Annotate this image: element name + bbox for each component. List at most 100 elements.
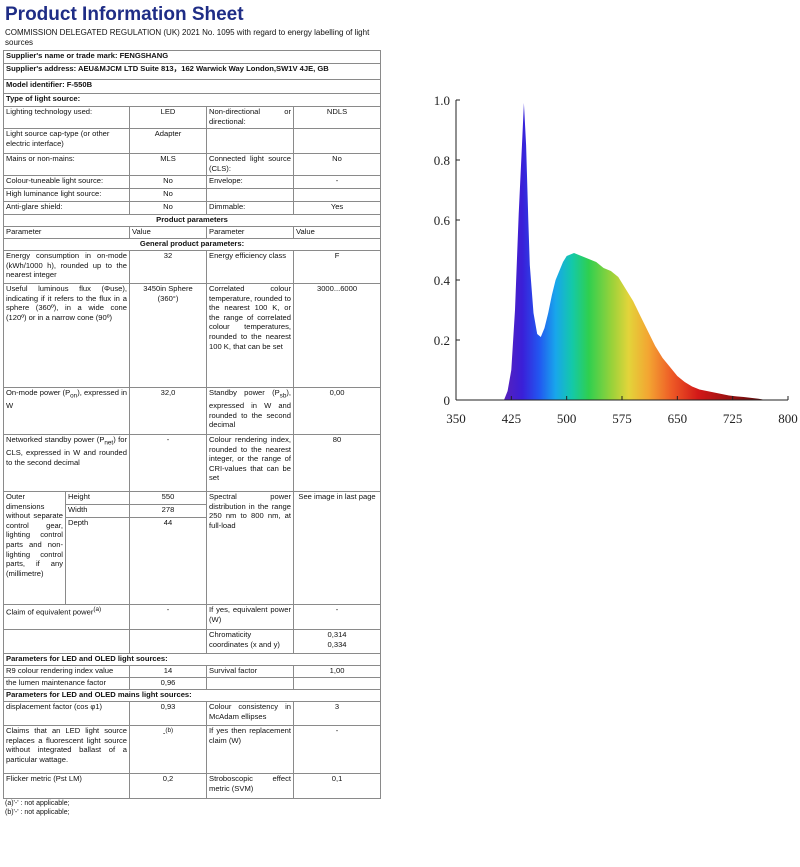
if-yes-label: If yes, equivalent power (W) xyxy=(206,604,294,630)
model-identifier: Model identifier: F-550B xyxy=(2,79,382,94)
cap-label: Light source cap-type (or other electric… xyxy=(3,128,130,154)
antiglare-label: Anti-glare shield: xyxy=(3,201,130,215)
standby-label: Standby power (Psb), expressed in W and … xyxy=(206,387,294,435)
svm-label: Stroboscopic effect metric (SVM) xyxy=(206,773,294,799)
svm-value: 0,1 xyxy=(292,773,382,799)
footnote-a: (a)'-' : not applicable; xyxy=(5,800,70,807)
depth-value: 44 xyxy=(129,517,207,605)
height-label: Height xyxy=(65,491,130,505)
lighting-tech-label: Lighting technology used: xyxy=(3,106,130,129)
flicker-label: Flicker metric (Pst LM) xyxy=(3,773,130,799)
cap-value: Adapter xyxy=(129,128,207,154)
x-tick-label: 650 xyxy=(668,411,688,426)
product-information-sheet: Product Information Sheet COMMISSION DEL… xyxy=(2,0,382,817)
flux-value: 3450in Sphere (360°) xyxy=(129,283,207,388)
chroma-x: 0,314 xyxy=(327,630,347,640)
mains-label: Mains or non-mains: xyxy=(3,153,130,176)
cri-value: 80 xyxy=(292,434,382,492)
col-value: Value xyxy=(129,226,207,239)
cri-label: Colour rendering index, rounded to the n… xyxy=(206,434,294,492)
mains-value: MLS xyxy=(129,153,207,176)
footnotes: (a)'-' : not applicable; (b)'-' : not ap… xyxy=(5,799,380,817)
x-tick-label: 425 xyxy=(502,411,521,426)
replacement-value: - xyxy=(292,725,382,774)
type-heading: Type of light source: xyxy=(2,93,382,107)
r9-label: R9 colour rendering index value xyxy=(3,665,130,678)
height-value: 550 xyxy=(129,491,207,505)
nondir-label: Non-directional or directional: xyxy=(206,106,294,129)
supplier-address: Supplier's address: AEU&MJCM LTD Suite 8… xyxy=(2,63,382,80)
survival-label: Survival factor xyxy=(206,665,294,678)
energy-class-value: F xyxy=(292,250,382,284)
claim-label: Claim of equivalent power(a) xyxy=(3,604,130,630)
disp-label: displacement factor (cos φ1) xyxy=(3,701,130,726)
supplier-name: Supplier's name or trade mark: FENGSHANG xyxy=(2,50,382,64)
flicker-value: 0,2 xyxy=(129,773,207,799)
spectrum-area xyxy=(503,103,766,400)
col-parameter-2: Parameter xyxy=(206,226,294,239)
standby-value: 0,00 xyxy=(292,387,382,435)
x-tick-label: 800 xyxy=(778,411,798,426)
col-value-2: Value xyxy=(292,226,382,239)
energy-class-label: Energy efficiency class xyxy=(206,250,294,284)
spd-label: Spectral power distribution in the range… xyxy=(206,491,294,605)
energy-label: Energy consumption in on-mode (kWh/1000 … xyxy=(3,250,130,284)
y-tick-label: 0.6 xyxy=(434,213,451,228)
colour-tune-value: No xyxy=(129,175,207,189)
y-tick-label: 0.2 xyxy=(434,333,450,348)
onmode-label: On-mode power (Pon), expressed in W xyxy=(3,387,130,435)
page-title: Product Information Sheet xyxy=(5,4,244,25)
consistency-value: 3 xyxy=(292,701,382,726)
x-tick-label: 725 xyxy=(723,411,743,426)
cls-value: No xyxy=(292,153,382,176)
plot-area: 0 0.2 0.4 0.6 0.8 1.0 350 425 500 575 650 725 800 xyxy=(434,93,798,426)
envelope-label: Envelope: xyxy=(206,175,294,189)
if-yes-value: - xyxy=(292,604,382,630)
cct-value: 3000...6000 xyxy=(292,283,382,388)
antiglare-value: No xyxy=(129,201,207,215)
depth-label: Depth xyxy=(65,517,130,605)
energy-value: 32 xyxy=(129,250,207,284)
y-tick-label: 0 xyxy=(444,393,451,408)
product-params-heading: Product parameters xyxy=(2,214,382,227)
x-tick-label: 575 xyxy=(612,411,632,426)
chroma-label: Chromaticity coordinates (x and y) xyxy=(206,629,294,654)
spd-value: See image in last page xyxy=(292,491,382,605)
dimmable-value: Yes xyxy=(292,201,382,215)
dimmable-label: Dimmable: xyxy=(206,201,294,215)
cct-label: Correlated colour temperature, rounded t… xyxy=(206,283,294,388)
networked-label: Networked standby power (Pnet) for CLS, … xyxy=(3,434,130,492)
survival-value: 1,00 xyxy=(292,665,382,678)
footnote-b: (b)'-' : not applicable; xyxy=(5,809,70,816)
width-value: 278 xyxy=(129,504,207,518)
high-lum-label: High luminance light source: xyxy=(3,188,130,202)
y-tick-label: 0.4 xyxy=(434,273,451,288)
mains-heading: Parameters for LED and OLED mains light … xyxy=(2,689,382,702)
r9-value: 14 xyxy=(129,665,207,678)
spectral-power-distribution-chart: 0 0.2 0.4 0.6 0.8 1.0 350 425 500 575 650 725 800 xyxy=(434,93,798,426)
high-lum-value: No xyxy=(129,188,207,202)
onmode-value: 32,0 xyxy=(129,387,207,435)
lumen-maint-value: 0,96 xyxy=(129,677,207,690)
replacement-label: If yes then replacement claim (W) xyxy=(206,725,294,774)
col-parameter: Parameter xyxy=(3,226,130,239)
flux-label: Useful luminous flux (Φuse), indicating … xyxy=(3,283,130,388)
fluor-value: -(b) xyxy=(129,725,207,774)
envelope-value: - xyxy=(292,175,382,189)
regulation-text: COMMISSION DELEGATED REGULATION (UK) 202… xyxy=(5,28,370,47)
chroma-value: 0,314 0,334 xyxy=(292,629,382,654)
y-tick-label: 1.0 xyxy=(434,93,450,108)
claim-value: - xyxy=(129,604,207,630)
lighting-tech-value: LED xyxy=(129,106,207,129)
y-tick-label: 0.8 xyxy=(434,153,450,168)
product-info-table: Supplier's name or trade mark: FENGSHANG… xyxy=(2,50,382,799)
led-heading: Parameters for LED and OLED light source… xyxy=(2,653,382,666)
general-params-heading: General product parameters: xyxy=(2,238,382,251)
outer-dimensions-label: Outer dimensions without separate contro… xyxy=(3,491,66,605)
cls-label: Connected light source (CLS): xyxy=(206,153,294,176)
nondir-value: NDLS xyxy=(292,106,382,129)
colour-tune-label: Colour-tuneable light source: xyxy=(3,175,130,189)
chroma-y: 0,334 xyxy=(327,639,347,649)
consistency-label: Colour consistency in McAdam ellipses xyxy=(206,701,294,726)
width-label: Width xyxy=(65,504,130,518)
